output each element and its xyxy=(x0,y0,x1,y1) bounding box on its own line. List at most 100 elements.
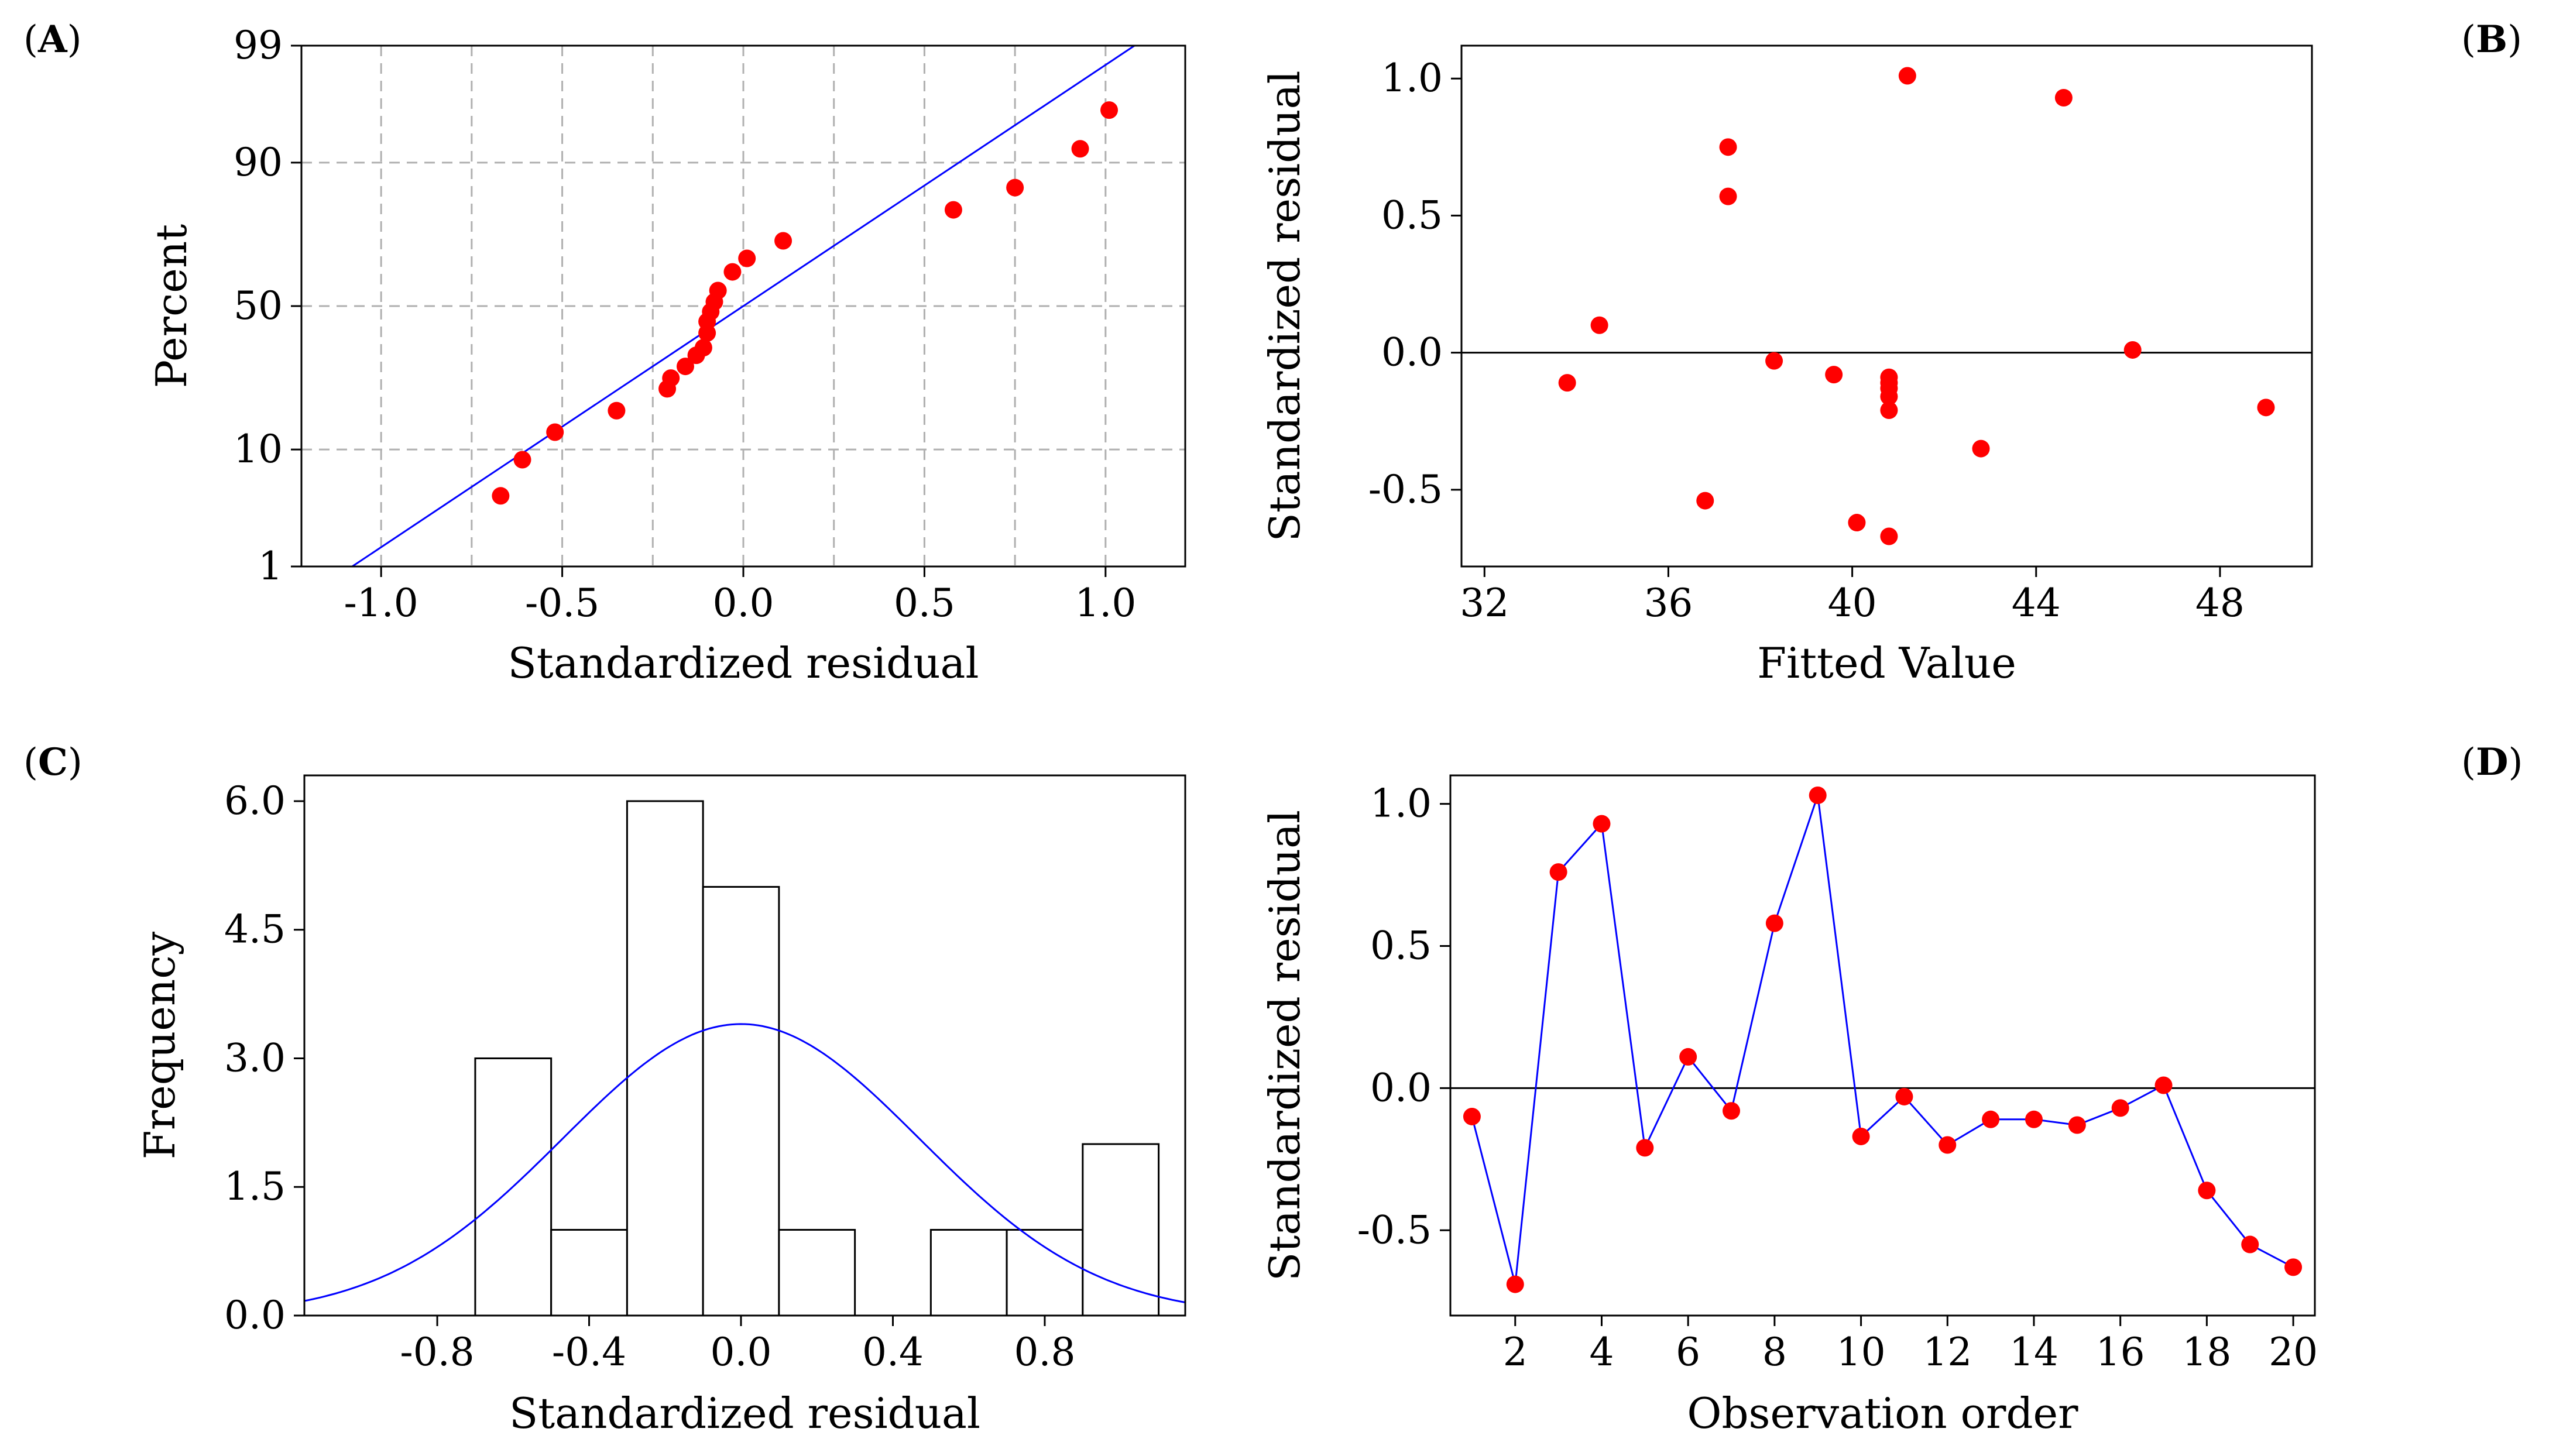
histogram-bar xyxy=(550,1228,628,1317)
x-tick-label-a: 1.0 xyxy=(1075,581,1136,626)
x-tick-label-d: 6 xyxy=(1676,1330,1700,1375)
y-tick-label-a: 10 xyxy=(234,427,283,472)
x-tick-label-b: 40 xyxy=(1828,581,1877,626)
x-tick-label-c: -0.8 xyxy=(400,1330,474,1375)
data-point-b xyxy=(1765,352,1783,370)
x-tick-label-a: 0.5 xyxy=(894,581,955,626)
x-tick-label-b: 32 xyxy=(1460,581,1509,626)
y-tick-label-c: 1.5 xyxy=(224,1164,286,1209)
data-point-a xyxy=(676,358,694,376)
data-point-a xyxy=(546,423,564,441)
y-tick-label-d: 0.0 xyxy=(1370,1065,1432,1110)
data-point-d xyxy=(2198,1182,2216,1200)
x-tick-label-b: 44 xyxy=(2012,581,2061,626)
data-point-a xyxy=(662,369,680,387)
data-point-d xyxy=(1636,1139,1654,1157)
data-point-a xyxy=(774,232,792,250)
x-tick-label-d: 2 xyxy=(1503,1330,1528,1375)
data-point-b xyxy=(1880,387,1898,406)
data-point-b xyxy=(1825,366,1843,384)
x-tick-label-d: 12 xyxy=(1923,1330,1972,1375)
y-tick-label-b: -0.5 xyxy=(1368,467,1443,512)
data-point-d xyxy=(2111,1099,2129,1117)
data-point-d xyxy=(2068,1116,2086,1134)
data-point-a xyxy=(723,263,742,281)
data-point-b xyxy=(1848,514,1866,532)
y-tick-label-d: 0.5 xyxy=(1370,923,1432,968)
panel-label-a: (A) xyxy=(23,18,82,61)
normal-curve-c xyxy=(304,1023,1186,1303)
x-tick-label-c: 0.4 xyxy=(862,1330,924,1375)
data-point-d xyxy=(1679,1048,1697,1066)
y-axis-label-a: Percent xyxy=(147,224,196,389)
data-point-b xyxy=(1719,187,1737,205)
y-tick-label-a: 90 xyxy=(234,140,283,185)
data-point-b xyxy=(1719,138,1737,156)
y-tick-label-b: 1.0 xyxy=(1381,56,1443,101)
y-axis-label-b: Standardized residual xyxy=(1260,70,1309,541)
plot-frame-b xyxy=(1460,44,2313,568)
x-axis-label-a: Standardized residual xyxy=(507,638,979,688)
data-point-a xyxy=(1006,178,1024,197)
y-tick-label-b: 0.5 xyxy=(1381,193,1443,238)
histogram-bar xyxy=(1006,1228,1084,1317)
x-tick-label-b: 36 xyxy=(1644,581,1693,626)
data-point-d xyxy=(2241,1235,2259,1254)
data-point-d xyxy=(1982,1110,2000,1128)
data-point-b xyxy=(2257,399,2275,417)
data-point-a xyxy=(709,281,727,300)
data-point-d xyxy=(1463,1107,1481,1125)
data-point-b xyxy=(1972,439,1990,458)
panel-label-c: (C) xyxy=(23,740,83,784)
data-point-a xyxy=(1071,140,1089,158)
y-axis-label-c: Frequency xyxy=(135,931,184,1159)
data-point-d xyxy=(1939,1136,1957,1154)
data-point-b xyxy=(1696,492,1714,510)
x-tick-label-a: -1.0 xyxy=(344,581,418,626)
plot-frame-d xyxy=(1449,774,2316,1317)
y-tick-label-a: 1 xyxy=(258,544,283,589)
histogram-bar xyxy=(626,800,704,1317)
data-point-d xyxy=(2025,1110,2043,1128)
x-tick-label-a: 0.0 xyxy=(713,581,774,626)
panel-label-d: (D) xyxy=(2461,740,2523,784)
y-axis-label-d: Standardized residual xyxy=(1260,810,1309,1281)
data-point-d xyxy=(1506,1275,1524,1293)
x-tick-label-d: 18 xyxy=(2182,1330,2231,1375)
histogram-bar xyxy=(1082,1143,1160,1317)
y-tick-label-d: 1.0 xyxy=(1370,781,1432,826)
data-point-b xyxy=(2123,341,2142,359)
x-tick-label-d: 20 xyxy=(2269,1330,2318,1375)
x-tick-label-d: 14 xyxy=(2009,1330,2058,1375)
data-point-d xyxy=(1895,1087,1913,1105)
data-point-b xyxy=(1880,401,1898,419)
x-tick-label-c: -0.4 xyxy=(552,1330,626,1375)
y-tick-label-c: 3.0 xyxy=(224,1035,286,1080)
histogram-bar xyxy=(929,1228,1008,1317)
y-tick-label-c: 0.0 xyxy=(224,1293,286,1338)
x-tick-label-d: 10 xyxy=(1837,1330,1886,1375)
x-axis-label-b: Fitted Value xyxy=(1757,638,2016,688)
data-point-a xyxy=(738,249,756,267)
x-tick-label-c: 0.8 xyxy=(1014,1330,1075,1375)
data-point-a xyxy=(492,487,510,505)
data-point-b xyxy=(1558,374,1576,392)
y-tick-label-a: 99 xyxy=(234,23,283,68)
data-point-d xyxy=(1852,1127,1870,1145)
data-point-d xyxy=(2284,1258,2303,1276)
data-point-b xyxy=(1898,67,1916,85)
x-axis-label-d: Observation order xyxy=(1687,1389,2078,1438)
data-point-d xyxy=(1809,787,1827,805)
x-axis-label-c: Standardized residual xyxy=(509,1389,980,1438)
data-point-b xyxy=(1880,527,1898,545)
data-point-a xyxy=(694,339,712,357)
x-tick-label-b: 48 xyxy=(2195,581,2245,626)
histogram-bar xyxy=(702,885,780,1317)
data-point-d xyxy=(1593,815,1611,833)
data-point-a xyxy=(944,201,962,219)
x-tick-label-c: 0.0 xyxy=(711,1330,772,1375)
y-tick-label-c: 6.0 xyxy=(224,778,286,823)
y-tick-label-b: 0.0 xyxy=(1381,330,1443,375)
data-point-b xyxy=(2054,89,2073,107)
